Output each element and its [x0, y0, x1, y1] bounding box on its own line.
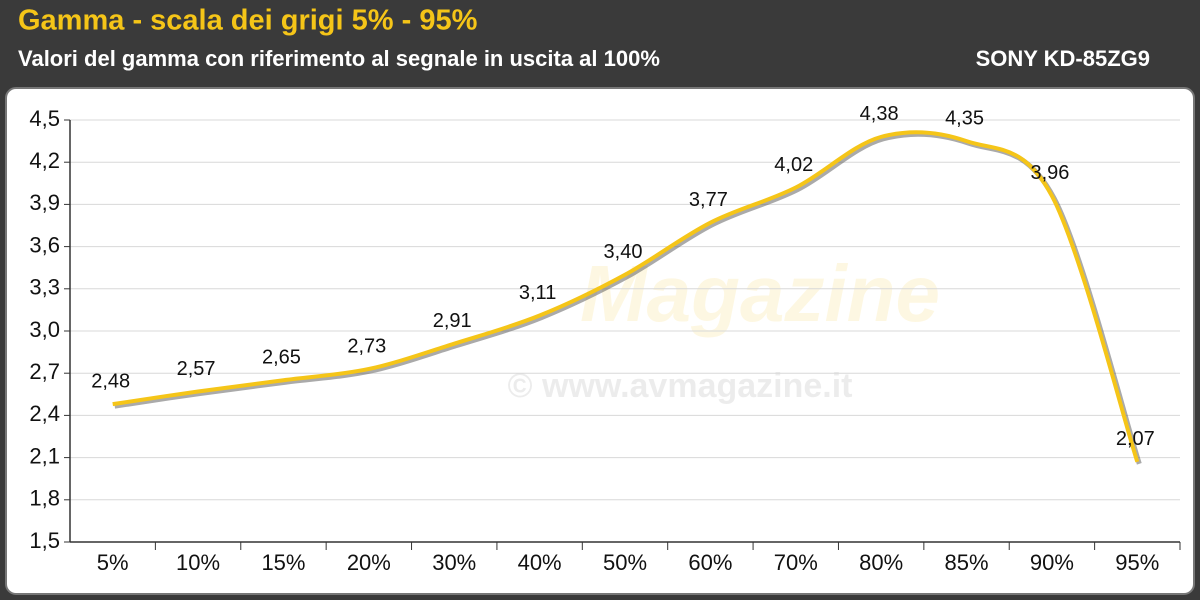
x-tick-label: 60% — [688, 550, 732, 575]
x-tick-label: 40% — [518, 550, 562, 575]
watermark: © www.avmagazine.it — [508, 367, 853, 405]
y-tick-label: 3,3 — [29, 275, 60, 300]
data-label: 2,07 — [1116, 428, 1155, 450]
data-label: 2,65 — [262, 347, 301, 369]
x-tick-label: 50% — [603, 550, 647, 575]
plot-panel — [5, 87, 1195, 595]
model-label: SONY KD-85ZG9 — [976, 46, 1150, 71]
data-label: 3,11 — [519, 282, 556, 304]
data-label: 4,35 — [945, 107, 984, 129]
y-tick-label: 2,7 — [29, 359, 60, 384]
x-tick-label: 5% — [97, 550, 129, 575]
line — [112, 130, 1140, 463]
data-label: 2,48 — [91, 370, 130, 392]
data-label: 4,38 — [860, 103, 899, 125]
y-tick-label: 1,5 — [29, 528, 60, 553]
y-tick-label: 3,9 — [29, 190, 60, 215]
data-label: 4,02 — [774, 154, 813, 176]
data-label: 2,91 — [433, 310, 472, 332]
x-tick-label: 30% — [432, 550, 476, 575]
x-tick-label: 10% — [176, 550, 220, 575]
x-tick-label: 15% — [261, 550, 305, 575]
data-label: 3,77 — [689, 189, 728, 211]
y-tick-label: 4,5 — [29, 106, 60, 131]
chart-subtitle: Valori del gamma con riferimento al segn… — [18, 46, 660, 71]
y-tick-label: 4,2 — [29, 148, 60, 173]
data-label: 2,57 — [177, 358, 216, 380]
x-tick-label: 80% — [859, 550, 903, 575]
y-tick-label: 3,0 — [29, 317, 60, 342]
y-tick-label: 2,1 — [29, 443, 60, 468]
data-label: 3,40 — [604, 241, 643, 263]
x-tick-label: 20% — [347, 550, 391, 575]
chart-title: Gamma - scala dei grigi 5% - 95% — [18, 5, 478, 37]
data-label: 3,96 — [1030, 162, 1069, 184]
data-label: 2,73 — [347, 335, 386, 357]
y-tick-label: 2,4 — [29, 401, 60, 426]
x-tick-label: 85% — [945, 550, 989, 575]
y-tick-label: 3,6 — [29, 232, 60, 257]
header-bar — [0, 0, 1200, 86]
y-tick-label: 1,8 — [29, 486, 60, 511]
x-tick-label: 95% — [1115, 550, 1159, 575]
x-tick-label: 90% — [1030, 550, 1074, 575]
x-tick-label: 70% — [774, 550, 818, 575]
